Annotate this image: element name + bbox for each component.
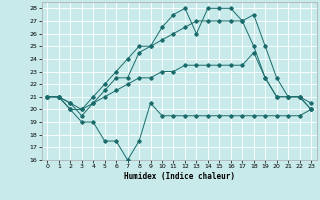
X-axis label: Humidex (Indice chaleur): Humidex (Indice chaleur): [124, 172, 235, 181]
